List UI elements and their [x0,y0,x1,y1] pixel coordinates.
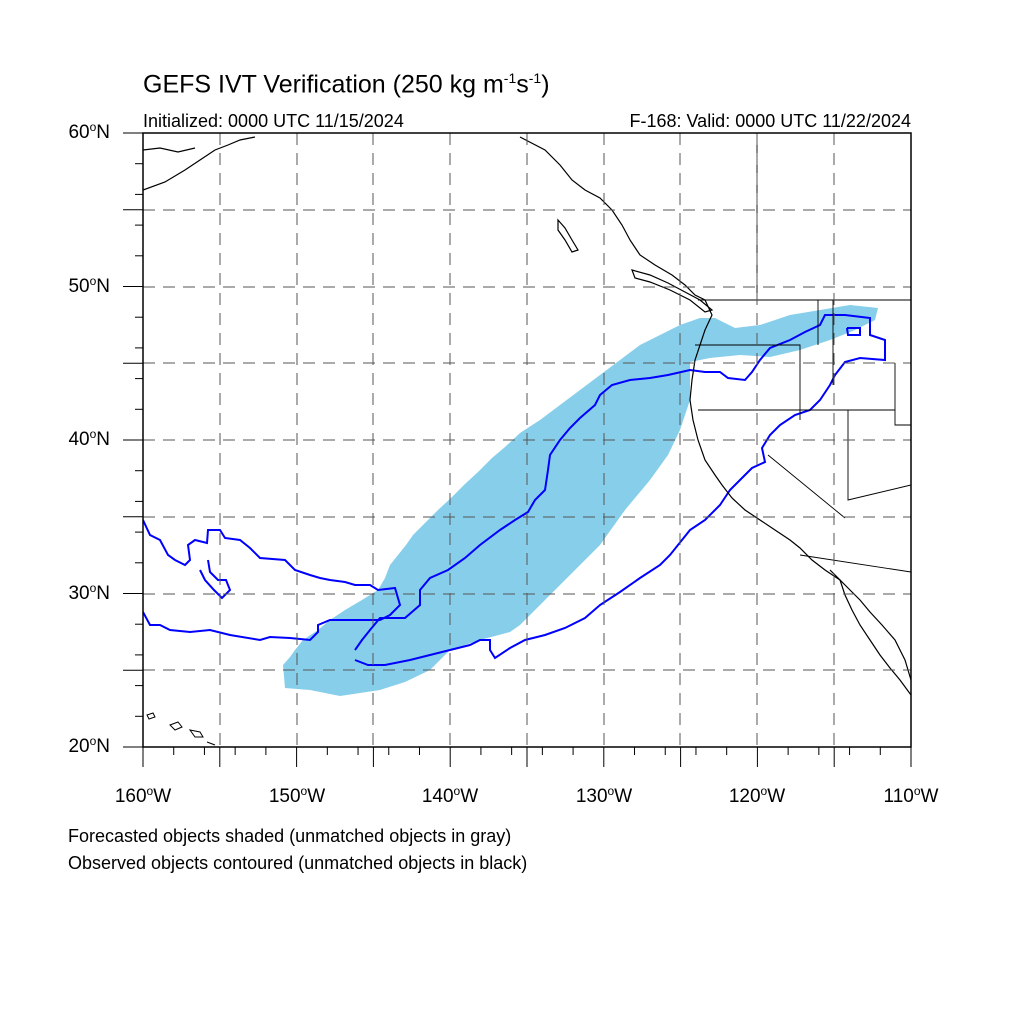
graticule [143,133,911,747]
coastline-alaska [143,147,196,153]
lon-label-150w: 150oW [268,784,326,807]
initialized-time: Initialized: 0000 UTC 11/15/2024 [143,111,404,131]
lat-label-60n: 60oN [68,120,110,143]
lat-label-20n: 20oN [68,734,110,757]
coastline-alaska [143,136,256,191]
lon-label-140w: 140oW [421,784,479,807]
observed-object-contour [143,519,402,642]
forecast-object-shading [283,305,878,696]
legend-forecast-note: Forecasted objects shaded (unmatched obj… [68,826,512,846]
island-vancouver [631,269,714,313]
islands-hawaii [146,712,216,746]
observed-object-contour [199,559,232,600]
observed-object-contour [354,314,886,666]
lat-label-30n: 30oN [68,581,110,604]
map-title: GEFS IVT Verification (250 kg m-1s-1) [143,70,550,99]
island-haida-gwaii [557,218,579,253]
legend-observed-note: Observed objects contoured (unmatched ob… [68,853,528,873]
lat-label-40n: 40oN [68,427,110,450]
observed-object-contour [846,327,861,336]
lat-label-50n: 50oN [68,274,110,297]
axis-ticks [123,132,912,767]
lon-label-130w: 130oW [575,784,633,807]
valid-time: F-168: Valid: 0000 UTC 11/22/2024 [629,111,911,131]
lon-label-110w: 110oW [883,784,939,807]
coastline-baja [829,569,911,696]
coastline-north-america [519,136,911,681]
lon-label-120w: 120oW [728,784,786,807]
lon-label-160w: 160oW [114,784,172,807]
